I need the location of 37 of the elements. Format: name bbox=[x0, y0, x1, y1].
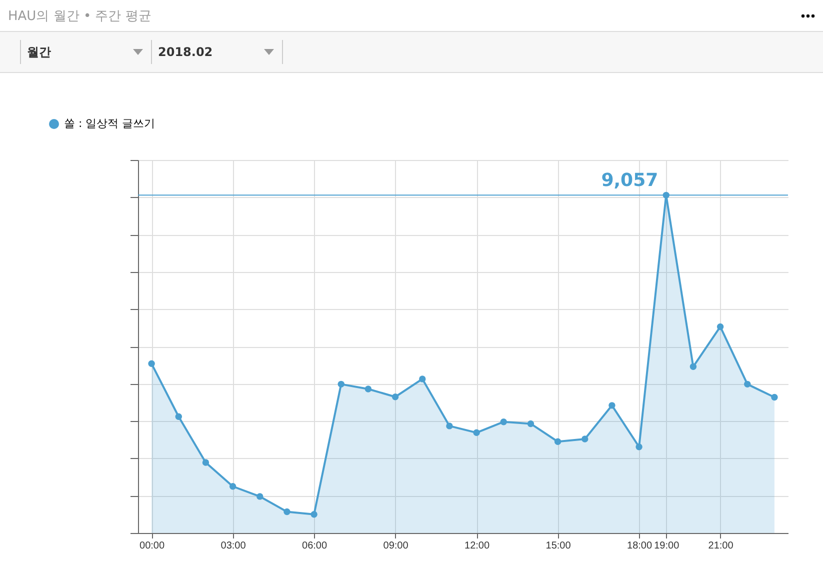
point bbox=[148, 360, 155, 368]
point bbox=[446, 422, 453, 430]
point bbox=[202, 459, 210, 466]
point bbox=[310, 511, 318, 518]
chart-title: HAU의 월간 • 주간 평균 bbox=[8, 8, 152, 24]
point bbox=[690, 363, 697, 370]
x-tick-label: 18:00 bbox=[627, 540, 652, 552]
point bbox=[364, 386, 372, 392]
point bbox=[554, 438, 562, 445]
point bbox=[744, 380, 751, 388]
point bbox=[582, 436, 588, 442]
x-tick-label: 21:00 bbox=[708, 540, 734, 552]
point bbox=[175, 413, 182, 420]
data-label: 9,057 bbox=[601, 170, 658, 192]
text: 2018.02 bbox=[158, 45, 213, 59]
x-tick-label: 06:00 bbox=[302, 540, 328, 552]
x-tick-label: 09:00 bbox=[383, 540, 409, 552]
point bbox=[419, 376, 426, 382]
text: 월간 bbox=[27, 44, 51, 60]
x-tick-label: 19:00 bbox=[654, 540, 680, 552]
point bbox=[608, 402, 616, 409]
point bbox=[716, 323, 724, 330]
point bbox=[338, 380, 344, 388]
point bbox=[527, 420, 534, 428]
point bbox=[771, 394, 778, 401]
legend-label: 쏠 : 일상적 글쓰기 bbox=[64, 117, 156, 130]
point bbox=[392, 394, 399, 400]
point bbox=[636, 443, 642, 450]
point bbox=[500, 418, 507, 426]
point bbox=[256, 493, 264, 500]
x-tick-label: 03:00 bbox=[220, 540, 246, 552]
x-tick-label: 00:00 bbox=[140, 540, 165, 552]
x-tick-label: 15:00 bbox=[546, 540, 572, 552]
point bbox=[284, 508, 290, 516]
point bbox=[473, 429, 480, 436]
x-tick-label: 12:00 bbox=[464, 540, 490, 552]
point bbox=[229, 483, 236, 490]
